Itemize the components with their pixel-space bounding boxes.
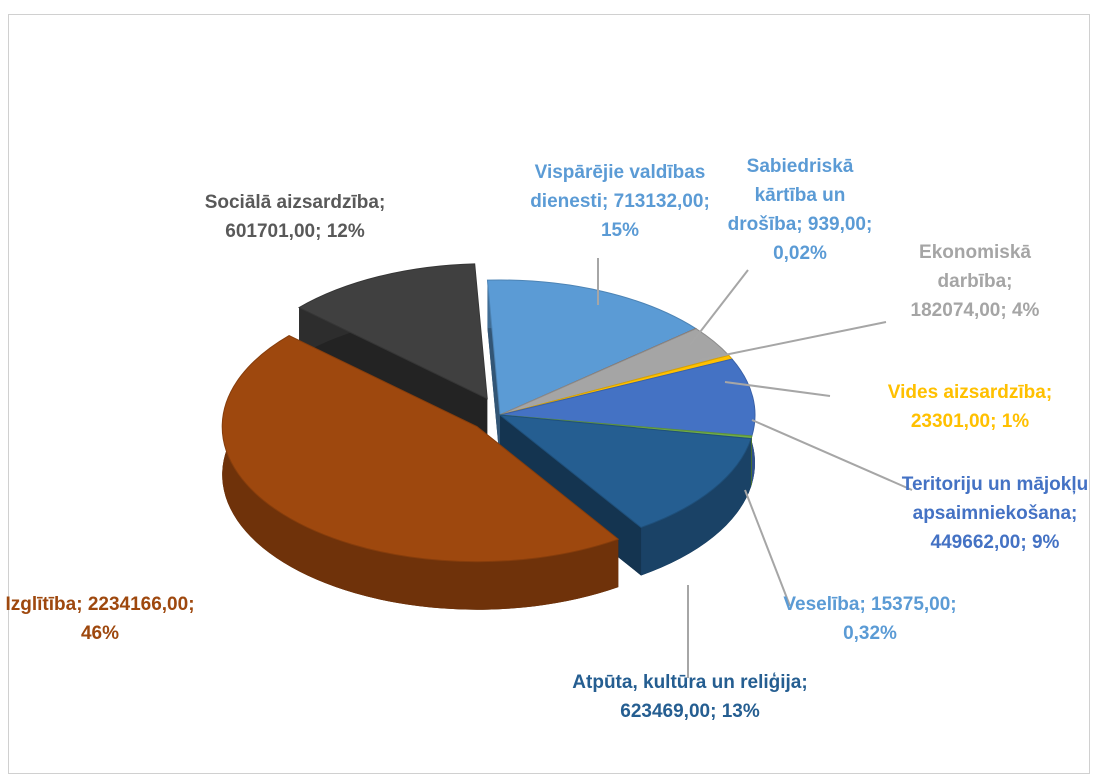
label-separator: ;: [703, 191, 710, 212]
label-name: Atpūta, kultūra un reliģija: [572, 672, 802, 693]
label-percent: 4%: [1011, 300, 1040, 321]
label-separator: ;: [866, 214, 873, 235]
data-label: Izglītība; 2234166,00; 46%: [0, 590, 200, 648]
label-percent: 15%: [600, 220, 640, 241]
label-separator: ;: [990, 411, 997, 432]
label-separator: ;: [1020, 532, 1027, 553]
label-value: 623469,00: [620, 701, 711, 722]
data-label: Sociālā aizsardzība; 601701,00; 12%: [195, 188, 395, 246]
label-separator: ;: [950, 594, 957, 615]
slice-edge: [751, 435, 752, 487]
chart-frame: [8, 14, 1090, 774]
slice-edge: [641, 438, 752, 576]
label-name: Teritoriju un mājokļu apsaimniekošana: [901, 474, 1089, 524]
label-separator: ;: [801, 672, 808, 693]
label-separator: ;: [76, 594, 83, 615]
label-value: 939,00: [807, 214, 867, 235]
leader-line: [699, 321, 887, 361]
label-value: 182074,00: [910, 300, 1001, 321]
label-separator: ;: [1000, 300, 1007, 321]
data-label: Veselība; 15375,00; 0,32%: [760, 590, 980, 648]
label-name: Veselība: [783, 594, 860, 615]
label-name: Sabiedriskā kārtība un drošība: [727, 156, 854, 235]
label-name: Vides aizsardzība: [887, 382, 1046, 403]
leader-line: [689, 269, 749, 346]
slice-edge: [222, 335, 619, 610]
label-name: Ekonomiskā darbība: [919, 242, 1031, 292]
label-separator: ;: [859, 594, 866, 615]
label-separator: ;: [1006, 271, 1013, 292]
leader-line: [744, 489, 791, 607]
label-separator: ;: [602, 191, 609, 212]
label-separator: ;: [188, 594, 195, 615]
label-percent: 0,02%: [773, 243, 827, 264]
label-value: 15375,00: [871, 594, 951, 615]
label-value: 23301,00: [910, 411, 991, 432]
slice: [498, 414, 752, 529]
leader-line: [724, 381, 831, 397]
label-value: 449662,00: [930, 532, 1021, 553]
label-value: 601701,00: [225, 221, 316, 242]
data-label: Sabiedriskā kārtība un drošība; 939,00; …: [725, 152, 875, 268]
leader-line: [751, 419, 913, 491]
label-separator: ;: [1045, 382, 1053, 403]
label-percent: 46%: [80, 623, 120, 644]
label-percent: 1%: [1001, 411, 1030, 432]
label-name: Sociālā aizsardzība: [204, 192, 379, 213]
data-label: Ekonomiskā darbība; 182074,00; 4%: [888, 238, 1063, 325]
label-separator: ;: [315, 221, 322, 242]
label-percent: 13%: [721, 701, 760, 722]
data-label: Vispārējie valdības dienesti; 713132,00;…: [510, 158, 730, 245]
slice: [499, 358, 756, 437]
label-separator: ;: [796, 214, 803, 235]
slice: [298, 263, 488, 400]
label-separator: ;: [378, 192, 386, 213]
label-separator: ;: [1071, 503, 1078, 524]
data-label: Atpūta, kultūra un reliģija; 623469,00; …: [565, 668, 815, 726]
label-percent: 9%: [1031, 532, 1060, 553]
label-percent: 0,32%: [843, 623, 897, 644]
label-name: Vispārējie valdības dienesti: [530, 162, 706, 212]
slice: [221, 335, 620, 563]
slice: [486, 279, 697, 416]
label-name: Izglītība: [5, 594, 77, 615]
label-value: 2234166,00: [87, 594, 189, 615]
label-percent: 12%: [326, 221, 365, 242]
data-label: Teritoriju un mājokļu apsaimniekošana; 4…: [885, 470, 1098, 557]
data-label: Vides aizsardzība; 23301,00; 1%: [860, 378, 1080, 436]
label-separator: ;: [710, 701, 717, 722]
label-value: 713132,00: [613, 191, 704, 212]
